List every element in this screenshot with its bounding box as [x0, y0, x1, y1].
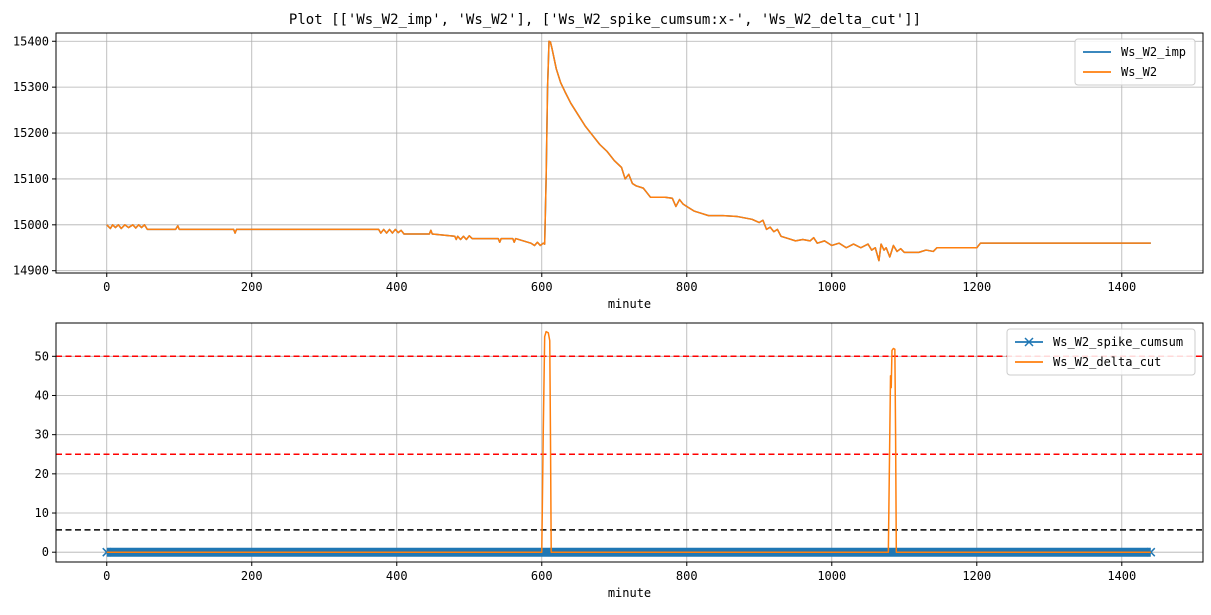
x-tick-label: 1200 — [962, 280, 991, 294]
x-tick-label: 800 — [676, 280, 698, 294]
axes-frame — [55, 32, 1204, 274]
y-tick-label: 15200 — [13, 126, 49, 140]
y-tick-label: 40 — [35, 388, 49, 402]
x-tick-label: 0 — [103, 280, 110, 294]
x-tick-label: 1000 — [817, 569, 846, 583]
x-tick-label: 200 — [241, 280, 263, 294]
x-axis-label: minute — [608, 297, 651, 311]
y-tick-label: 20 — [35, 467, 49, 481]
y-tick-label: 15100 — [13, 172, 49, 186]
legend-box — [1074, 38, 1196, 86]
x-tick-label: 1400 — [1107, 569, 1136, 583]
legend-label: Ws_W2 — [1121, 65, 1157, 79]
x-tick-label: 1200 — [962, 569, 991, 583]
legend-label: Ws_W2_delta_cut — [1053, 355, 1161, 369]
bottom-chart-panel: 0 200 400 600 800 1000 1200 1400 0 10 20 30 40 50 minu… — [35, 322, 1204, 600]
x-tick-label: 1400 — [1107, 280, 1136, 294]
series-line-Ws_W2_delta_cut — [106, 330, 1151, 553]
legend-label: Ws_W2_imp — [1121, 45, 1186, 59]
y-tick-label: 15400 — [13, 34, 49, 48]
series-line-Ws_W2 — [106, 40, 1151, 262]
y-tick-label: 15000 — [13, 218, 49, 232]
x-tick-label: 600 — [531, 280, 553, 294]
y-tick-label: 0 — [42, 545, 49, 559]
legend-box — [1006, 328, 1196, 376]
y-tick-label: 50 — [35, 349, 49, 363]
y-tick-label: 14900 — [13, 264, 49, 278]
axes-frame — [55, 322, 1204, 563]
x-tick-label: 200 — [241, 569, 263, 583]
top-chart-panel: 0 200 400 600 800 1000 1200 1400 14900 15000 15100… — [13, 32, 1204, 311]
legend-marker — [1024, 337, 1034, 347]
x-tick-label: 1000 — [817, 280, 846, 294]
x-tick-label: 800 — [676, 569, 698, 583]
x-tick-label: 0 — [103, 569, 110, 583]
x-axis-label: minute — [608, 586, 651, 600]
x-tick-label: 400 — [386, 569, 408, 583]
y-tick-label: 15300 — [13, 80, 49, 94]
y-tick-label: 30 — [35, 428, 49, 442]
figure-title: Plot [['Ws_W2_imp', 'Ws_W2'], ['Ws_W2_sp… — [289, 12, 921, 28]
x-tick-label: 600 — [531, 569, 553, 583]
x-tick-label: 400 — [386, 280, 408, 294]
series-line-Ws_W2_imp — [106, 40, 1151, 262]
legend: Ws_W2_imp Ws_W2 — [1074, 38, 1196, 86]
legend-label: Ws_W2_spike_cumsum — [1053, 335, 1183, 349]
legend: Ws_W2_spike_cumsum Ws_W2_delta_cut — [1006, 328, 1196, 376]
y-tick-label: 10 — [35, 506, 49, 520]
